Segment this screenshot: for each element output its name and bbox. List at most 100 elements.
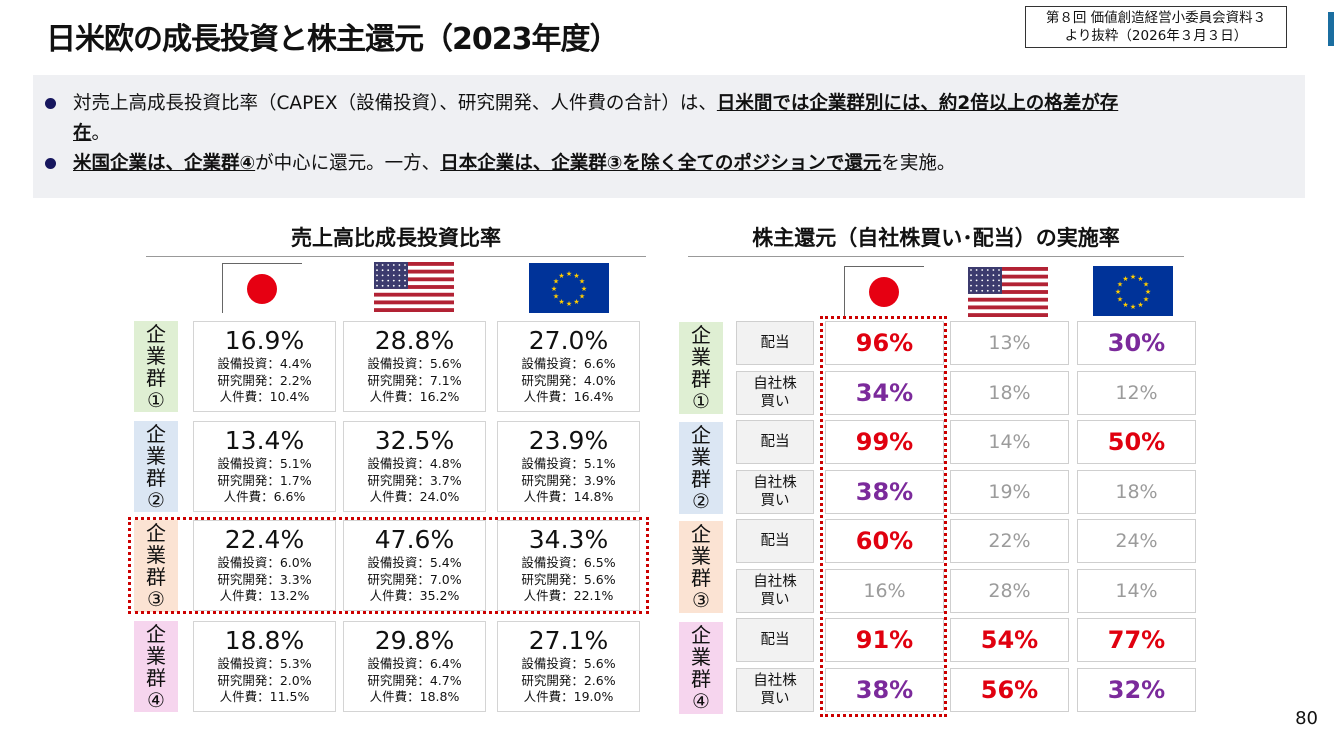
group-char: 群 [691, 667, 711, 691]
return-rate-value: 12% [1077, 370, 1196, 415]
bullet-2-emph-2: 日本企業は、企業群③を除く全てのポジションで還元 [440, 153, 882, 174]
return-type-label: 自社株 買い [736, 469, 814, 514]
invest-total: 16.9% [224, 326, 305, 355]
return-type-label: 配当 [736, 618, 814, 662]
source-line-1: 第８回 価値創造経営小委員会資料３ [1045, 10, 1267, 26]
svg-text:★: ★ [1130, 303, 1136, 311]
bullet-2-end: を実施。 [881, 153, 956, 174]
svg-text:★: ★ [553, 293, 559, 301]
invest-breakdown: 研究開発：1.7% [217, 472, 312, 488]
svg-text:★: ★ [1117, 296, 1123, 304]
invest-total: 18.8% [224, 626, 305, 655]
invest-total: 32.5% [374, 426, 455, 455]
invest-breakdown: 設備投資：5.6% [521, 656, 616, 671]
bullet-2-text: が中心に還元。一方、 [255, 153, 441, 174]
group-char: 業 [146, 543, 166, 567]
svg-text:★: ★ [1143, 281, 1149, 289]
svg-text:★: ★ [566, 270, 572, 278]
invest-total: 27.1% [528, 626, 609, 655]
svg-text:★: ★ [1122, 275, 1128, 283]
svg-text:★: ★ [558, 272, 564, 280]
svg-text:★: ★ [581, 285, 587, 293]
group-char: ② [147, 487, 165, 512]
invest-cell: 34.3% 設備投資：6.5% 研究開発：5.6% 人件費：22.1% [497, 520, 640, 611]
svg-text:★: ★ [573, 298, 579, 306]
left-divider [146, 256, 646, 257]
group-char: ③ [692, 588, 710, 612]
group-char: ③ [147, 587, 165, 611]
invest-breakdown: 設備投資：6.5% [521, 555, 616, 570]
group-char: 群 [691, 367, 711, 391]
source-line-2: より抜粋（2026年３月３日） [1064, 28, 1248, 44]
return-rate-value: 38% [825, 469, 944, 514]
invest-cell: 13.4% 設備投資：5.1% 研究開発：1.7% 人件費：6.6% [193, 421, 336, 512]
japan-flag [844, 266, 924, 316]
group-char: ① [147, 387, 165, 412]
invest-cell: 16.9% 設備投資：4.4% 研究開発：2.2% 人件費：10.4% [193, 321, 336, 412]
japan-sun [247, 274, 277, 304]
invest-total: 28.8% [374, 326, 455, 355]
return-type-label: 配当 [736, 519, 814, 563]
invest-breakdown: 研究開発：2.0% [217, 672, 312, 688]
left-section-title: 売上高比成長投資比率 [291, 226, 501, 250]
invest-breakdown: 研究開発：4.0% [521, 372, 616, 388]
return-type-label: 自社株 買い [736, 667, 814, 712]
svg-text:★: ★ [1117, 281, 1123, 289]
invest-breakdown: 人件費：35.2% [369, 588, 460, 603]
bullet-2-emph: 米国企業は、企業群④ [73, 153, 256, 174]
svg-text:★: ★ [558, 298, 564, 306]
invest-breakdown: 人件費：22.1% [523, 588, 614, 603]
invest-breakdown: 人件費：10.4% [219, 389, 310, 404]
invest-total: 22.4% [224, 525, 305, 554]
invest-cell: 47.6% 設備投資：5.4% 研究開発：7.0% 人件費：35.2% [343, 520, 486, 611]
bullet-1-end: 。 [91, 123, 111, 144]
bullet-1: 対売上高成長投資比率（CAPEX（設備投資）、研究開発、人件費の合計）は、日米間… [45, 89, 1305, 149]
invest-total: 27.0% [528, 326, 609, 355]
invest-breakdown: 設備投資：4.4% [217, 356, 312, 371]
invest-breakdown: 人件費：6.6% [223, 489, 306, 504]
invest-breakdown: 研究開発：4.7% [367, 672, 462, 688]
invest-breakdown: 人件費：19.0% [523, 689, 614, 704]
svg-text:★: ★ [1130, 273, 1136, 281]
group-char: 業 [691, 445, 711, 469]
bullet-dot-icon [45, 98, 56, 109]
group-char: 業 [146, 643, 166, 668]
invest-breakdown: 設備投資：6.6% [521, 356, 616, 371]
group-char: 企 [691, 623, 711, 647]
invest-breakdown: 研究開発：3.3% [217, 571, 312, 587]
invest-breakdown: 研究開発：2.6% [521, 672, 616, 688]
return-type-label: 自社株 買い [736, 370, 814, 415]
return-rate-value: 22% [950, 519, 1069, 563]
group-char: 企 [146, 321, 166, 346]
invest-total: 13.4% [224, 426, 305, 455]
return-rate-value: 18% [950, 370, 1069, 415]
group-char: 企 [146, 421, 166, 446]
group-char: 群 [146, 665, 166, 690]
invest-breakdown: 設備投資：4.8% [367, 456, 462, 471]
return-rate-value: 96% [825, 321, 944, 365]
group-char: 企 [146, 521, 166, 545]
svg-text:★: ★ [551, 285, 557, 293]
invest-breakdown: 研究開発：7.1% [367, 372, 462, 388]
return-rate-value: 91% [825, 618, 944, 662]
group-char: 企 [146, 621, 166, 646]
invest-breakdown: 人件費：16.2% [369, 389, 460, 404]
invest-breakdown: 設備投資：5.1% [521, 456, 616, 471]
group-char: 業 [146, 343, 166, 368]
us-flag [374, 262, 454, 313]
corner-accent [1328, 12, 1334, 46]
bullet-dot-icon [45, 158, 56, 169]
group-char: 業 [691, 345, 711, 369]
invest-breakdown: 人件費：11.5% [219, 689, 310, 704]
return-rate-value: 14% [950, 420, 1069, 464]
invest-total: 34.3% [528, 525, 609, 554]
group-char: 業 [146, 443, 166, 468]
group-char: 群 [691, 467, 711, 491]
invest-breakdown: 研究開発：3.9% [521, 472, 616, 488]
